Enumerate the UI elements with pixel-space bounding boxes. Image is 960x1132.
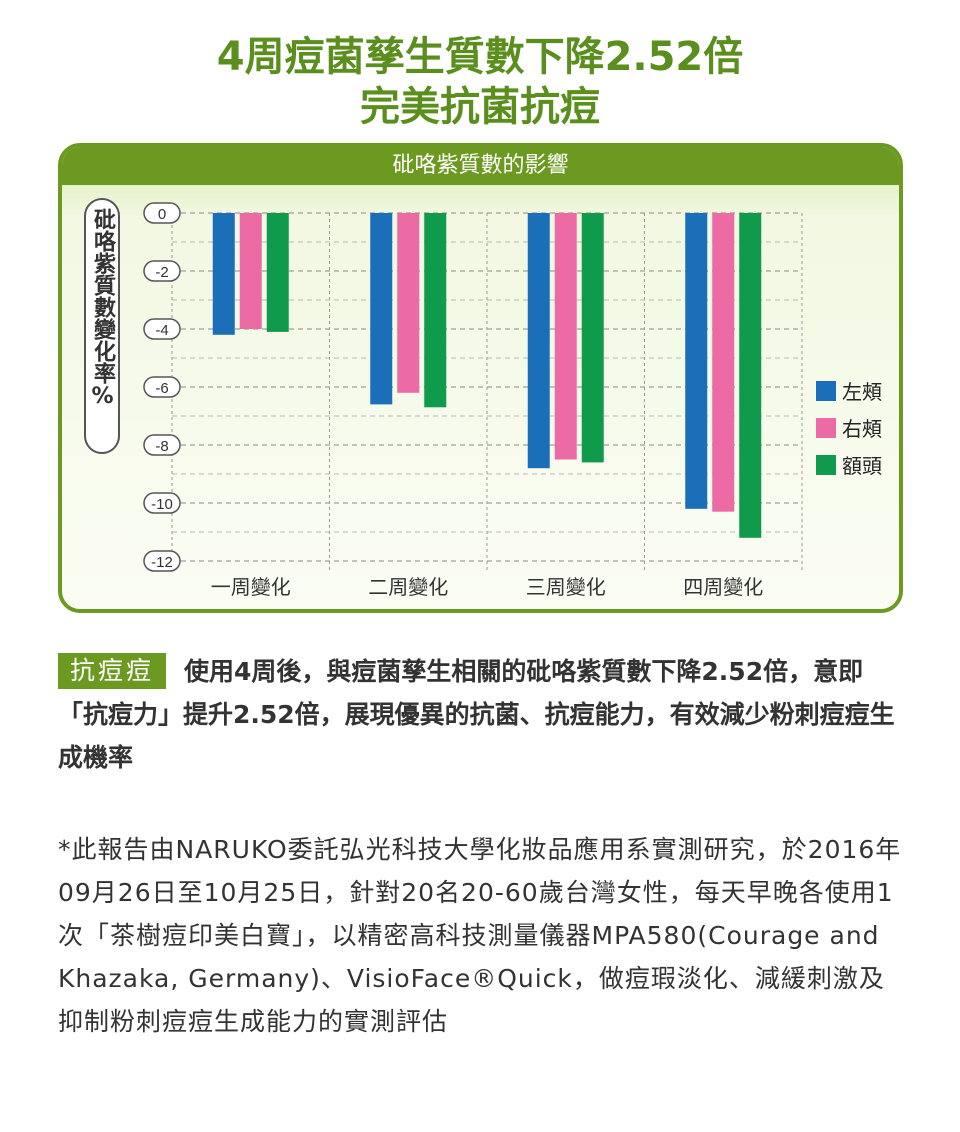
x-tick-label: 二周變化 bbox=[368, 575, 448, 599]
bar-3-2 bbox=[424, 213, 447, 408]
x-tick-label: 四周變化 bbox=[683, 575, 763, 599]
y-tick-pill bbox=[143, 492, 181, 514]
bar-1-4 bbox=[685, 213, 708, 509]
y-tick-pill bbox=[143, 202, 181, 224]
y-tick-label: -12 bbox=[151, 554, 173, 571]
y-tick-pill bbox=[143, 376, 181, 398]
category-tag: 抗痘痘 bbox=[58, 653, 167, 689]
bar-3-4 bbox=[739, 213, 762, 538]
bar-2-2 bbox=[397, 213, 420, 393]
y-tick-pill bbox=[143, 434, 181, 456]
chart-panel: 砒咯紫質數的影響 砒咯紫質數變化率% 0 -2 -4 -6 -8 -10 -12 一周變化 二周… bbox=[58, 143, 903, 613]
bar-2-1 bbox=[239, 213, 262, 329]
disclaimer-paragraph: *此報告由NARUKO委託弘光科技大學化妝品應用系實測研究，於2016年09月2… bbox=[58, 835, 902, 1036]
x-tick-label: 三周變化 bbox=[526, 575, 606, 599]
bar-1-2 bbox=[370, 213, 393, 405]
x-tick-label: 一周變化 bbox=[211, 575, 291, 599]
y-tick-label: -10 bbox=[151, 496, 173, 513]
y-tick-label: -8 bbox=[155, 438, 168, 455]
summary-paragraph: 抗痘痘 使用4周後，與痘菌孳生相關的砒咯紫質數下降2.52倍，意即「抗痘力」提升2… bbox=[58, 650, 903, 779]
bar-1-1 bbox=[212, 213, 235, 335]
headline-line-1: 4周痘菌孳生質數下降2.52倍 bbox=[216, 34, 744, 80]
y-tick-label: -6 bbox=[155, 380, 168, 397]
legend-label: 左頰 bbox=[842, 380, 882, 404]
bar-1-3 bbox=[527, 213, 550, 469]
bar-3-1 bbox=[266, 213, 289, 332]
y-tick-pill bbox=[143, 318, 181, 340]
y-axis-label: 砒咯紫質數變化率% bbox=[84, 198, 120, 454]
y-tick-label: 0 bbox=[158, 206, 166, 223]
y-tick-label: -2 bbox=[155, 264, 168, 281]
y-axis-label-text: 砒咯紫質數變化率% bbox=[90, 208, 115, 409]
y-tick-label: -4 bbox=[155, 322, 168, 339]
bar-2-4 bbox=[712, 213, 735, 512]
bar-2-3 bbox=[554, 213, 577, 460]
legend-swatch bbox=[816, 381, 836, 401]
legend-label: 右頰 bbox=[842, 417, 882, 441]
bar-3-3 bbox=[581, 213, 604, 463]
headline-line-2: 完美抗菌抗痘 bbox=[360, 84, 600, 130]
legend-swatch bbox=[816, 455, 836, 475]
legend-label: 額頭 bbox=[842, 454, 882, 478]
legend-swatch bbox=[816, 418, 836, 438]
summary-text: 使用4周後，與痘菌孳生相關的砒咯紫質數下降2.52倍，意即「抗痘力」提升2.52… bbox=[58, 657, 895, 772]
y-tick-pill bbox=[143, 550, 181, 572]
chart-title: 砒咯紫質數的影響 bbox=[62, 147, 899, 185]
y-tick-pill bbox=[143, 260, 181, 282]
